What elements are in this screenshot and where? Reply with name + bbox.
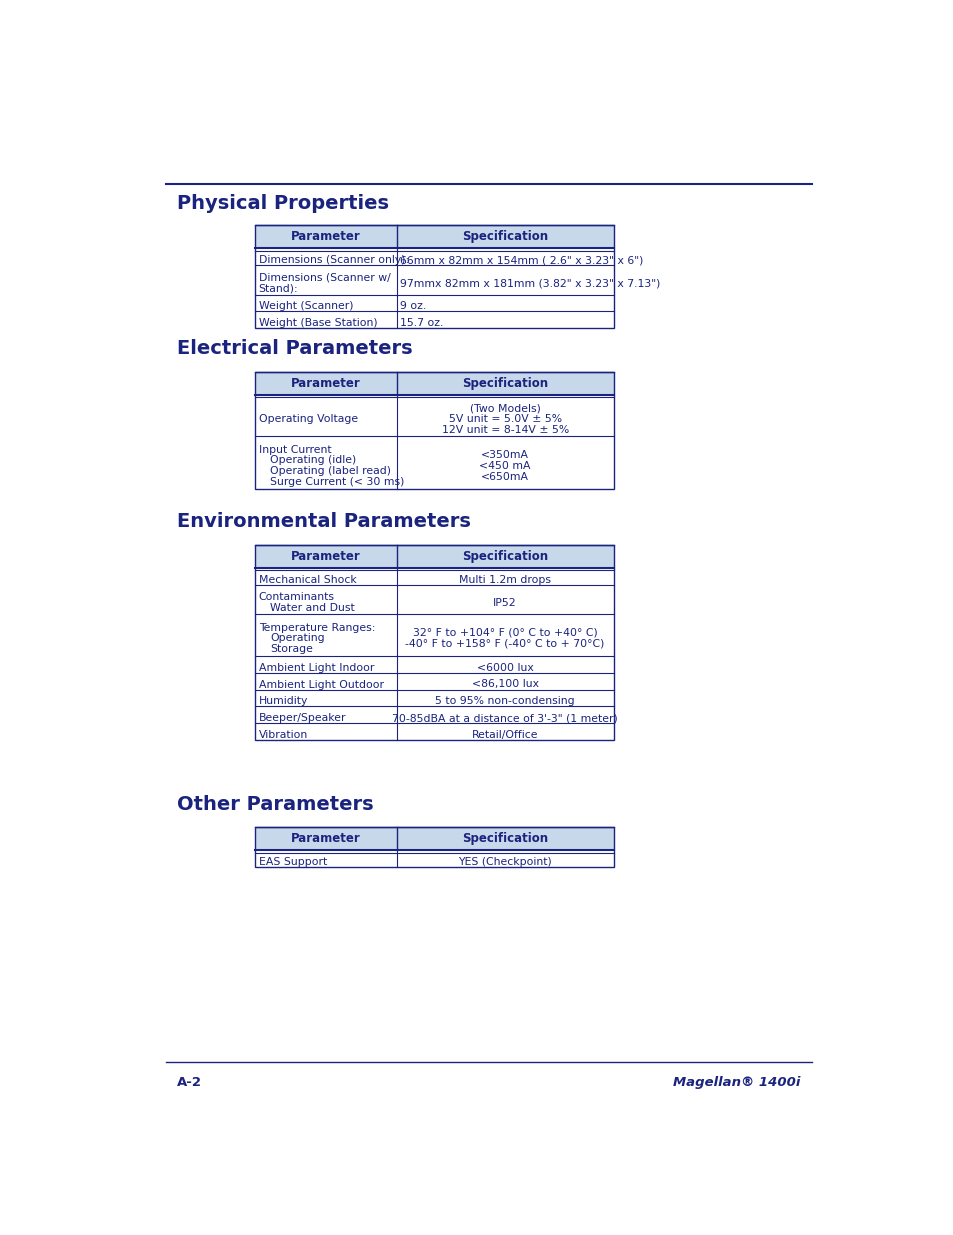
Text: Humidity: Humidity bbox=[258, 697, 308, 706]
Text: Weight (Base Station): Weight (Base Station) bbox=[258, 319, 377, 329]
Text: Parameter: Parameter bbox=[291, 832, 360, 846]
Text: IP52: IP52 bbox=[493, 598, 517, 608]
Text: 66mm x 82mm x 154mm ( 2.6" x 3.23" x 6"): 66mm x 82mm x 154mm ( 2.6" x 3.23" x 6") bbox=[400, 256, 643, 266]
Bar bbox=[254, 827, 613, 867]
Text: 15.7 oz.: 15.7 oz. bbox=[400, 319, 443, 329]
Bar bbox=[254, 225, 613, 248]
Text: <6000 lux: <6000 lux bbox=[476, 662, 533, 673]
Text: Specification: Specification bbox=[461, 377, 548, 389]
Bar bbox=[254, 372, 613, 489]
Text: Water and Dust: Water and Dust bbox=[270, 603, 355, 614]
Text: Operating Voltage: Operating Voltage bbox=[258, 414, 357, 424]
Text: Specification: Specification bbox=[461, 230, 548, 243]
Text: YES (Checkpoint): YES (Checkpoint) bbox=[457, 857, 552, 867]
Bar bbox=[254, 545, 613, 568]
Text: Electrical Parameters: Electrical Parameters bbox=[177, 340, 413, 358]
Text: (Two Models): (Two Models) bbox=[469, 403, 540, 412]
Text: Magellan® 1400i: Magellan® 1400i bbox=[673, 1076, 800, 1089]
Text: 5V unit = 5.0V ± 5%: 5V unit = 5.0V ± 5% bbox=[448, 414, 561, 424]
Text: Ambient Light Outdoor: Ambient Light Outdoor bbox=[258, 679, 383, 689]
Text: 32° F to +104° F (0° C to +40° C): 32° F to +104° F (0° C to +40° C) bbox=[413, 627, 597, 638]
Text: Multi 1.2m drops: Multi 1.2m drops bbox=[458, 574, 551, 585]
Text: Surge Current (< 30 ms): Surge Current (< 30 ms) bbox=[270, 477, 404, 487]
Text: Operating (idle): Operating (idle) bbox=[270, 456, 356, 466]
Text: Dimensions (Scanner w/: Dimensions (Scanner w/ bbox=[258, 273, 390, 283]
Bar bbox=[254, 545, 613, 740]
Text: Parameter: Parameter bbox=[291, 550, 360, 563]
Text: <650mA: <650mA bbox=[480, 472, 529, 482]
Text: 5 to 95% non-condensing: 5 to 95% non-condensing bbox=[435, 697, 575, 706]
Text: Operating: Operating bbox=[270, 634, 325, 643]
Bar bbox=[254, 827, 613, 851]
Text: Input Current: Input Current bbox=[258, 445, 331, 454]
Text: Contaminants: Contaminants bbox=[258, 593, 335, 603]
Text: -40° F to +158° F (-40° C to + 70°C): -40° F to +158° F (-40° C to + 70°C) bbox=[405, 638, 604, 648]
Text: Parameter: Parameter bbox=[291, 230, 360, 243]
Text: 12V unit = 8-14V ± 5%: 12V unit = 8-14V ± 5% bbox=[441, 425, 568, 435]
Text: Environmental Parameters: Environmental Parameters bbox=[177, 511, 471, 531]
Text: Operating (label read): Operating (label read) bbox=[270, 466, 391, 477]
Text: Beeper/Speaker: Beeper/Speaker bbox=[258, 714, 346, 724]
Text: Specification: Specification bbox=[461, 550, 548, 563]
Text: <450 mA: <450 mA bbox=[479, 461, 531, 471]
Text: A-2: A-2 bbox=[177, 1076, 202, 1089]
Text: 97mmx 82mm x 181mm (3.82" x 3.23" x 7.13"): 97mmx 82mm x 181mm (3.82" x 3.23" x 7.13… bbox=[400, 278, 660, 288]
Text: 9 oz.: 9 oz. bbox=[400, 301, 426, 311]
Text: <350mA: <350mA bbox=[480, 450, 529, 461]
Text: Mechanical Shock: Mechanical Shock bbox=[258, 574, 356, 585]
Text: Ambient Light Indoor: Ambient Light Indoor bbox=[258, 662, 374, 673]
Text: Other Parameters: Other Parameters bbox=[177, 795, 374, 814]
Text: EAS Support: EAS Support bbox=[258, 857, 327, 867]
Bar bbox=[254, 372, 613, 395]
Text: <86,100 lux: <86,100 lux bbox=[471, 679, 538, 689]
Text: Weight (Scanner): Weight (Scanner) bbox=[258, 301, 353, 311]
Text: Temperature Ranges:: Temperature Ranges: bbox=[258, 622, 375, 632]
Text: Specification: Specification bbox=[461, 832, 548, 846]
Text: Storage: Storage bbox=[270, 645, 313, 655]
Text: Dimensions (Scanner only):: Dimensions (Scanner only): bbox=[258, 256, 409, 266]
Text: Retail/Office: Retail/Office bbox=[472, 730, 537, 740]
Text: 70-85dBA at a distance of 3'-3" (1 meter): 70-85dBA at a distance of 3'-3" (1 meter… bbox=[392, 714, 618, 724]
Text: Parameter: Parameter bbox=[291, 377, 360, 389]
Bar bbox=[254, 225, 613, 329]
Text: Vibration: Vibration bbox=[258, 730, 308, 740]
Text: Stand):: Stand): bbox=[258, 284, 298, 294]
Text: Physical Properties: Physical Properties bbox=[177, 194, 389, 214]
